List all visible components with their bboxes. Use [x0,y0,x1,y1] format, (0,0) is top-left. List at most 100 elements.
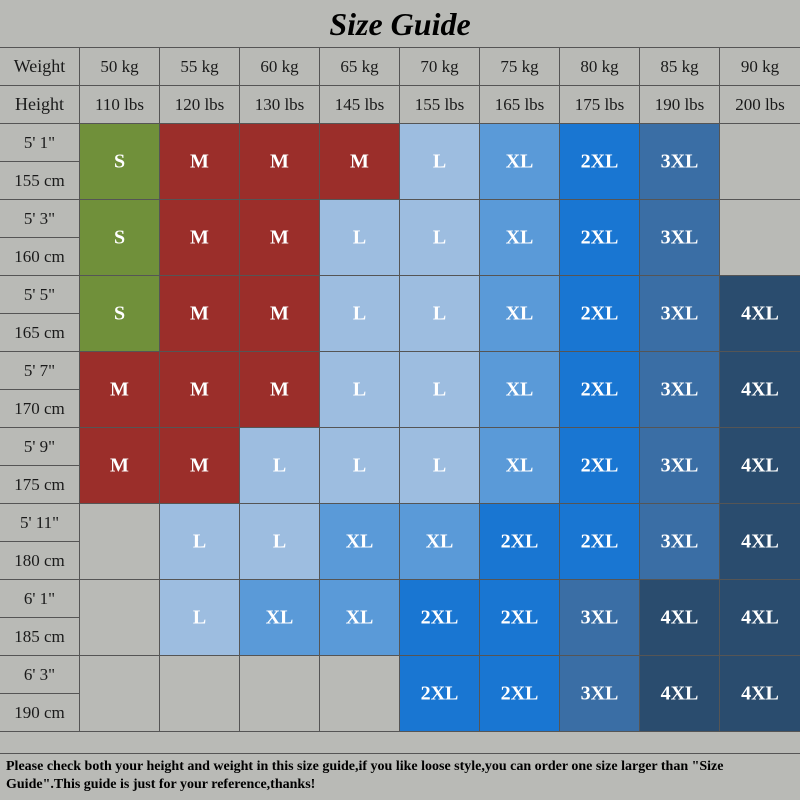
row-header-cm: 160 cm [0,238,80,276]
size-cell: L [320,200,400,238]
col-header-lbs: 165 lbs [480,86,560,124]
size-cell: 2XL [560,504,640,542]
col-header-kg: 75 kg [480,48,560,86]
row-header-ft: 5' 9" [0,428,80,466]
col-header-kg: 65 kg [320,48,400,86]
size-cell: XL [480,276,560,314]
row-header-cm: 185 cm [0,618,80,656]
col-header-lbs: 200 lbs [720,86,800,124]
size-cell [320,656,400,694]
size-cell: XL [240,580,320,618]
size-cell: 3XL [560,580,640,618]
row-header-cm: 170 cm [0,390,80,428]
col-header-kg: 85 kg [640,48,720,86]
size-cell [240,656,320,694]
size-cell: 2XL [400,580,480,618]
row-header-ft: 5' 3" [0,200,80,238]
row-header-cm: 165 cm [0,314,80,352]
size-cell: 4XL [720,656,800,694]
footer-note: Please check both your height and weight… [0,753,800,800]
size-cell [720,238,800,276]
size-cell: 2XL [560,428,640,466]
size-cell: 2XL [480,504,560,542]
row-header-ft: 5' 5" [0,276,80,314]
size-cell: 3XL [640,504,720,542]
size-cell: M [320,124,400,162]
size-cell: 4XL [720,580,800,618]
size-cell: XL [480,428,560,466]
size-cell: M [240,276,320,314]
col-header-kg: 55 kg [160,48,240,86]
size-cell: XL [480,352,560,390]
page-title: Size Guide [0,0,800,48]
size-cell [160,694,240,732]
size-cell: M [160,352,240,390]
row-header-cm: 155 cm [0,162,80,200]
size-cell: 3XL [640,276,720,314]
size-cell: M [160,428,240,466]
size-cell: 3XL [560,656,640,694]
row-header-ft: 6' 3" [0,656,80,694]
corner-height-label: Height [0,86,80,124]
size-cell: 3XL [640,352,720,390]
size-cell: L [160,504,240,542]
size-cell: XL [320,504,400,542]
size-cell: M [160,124,240,162]
size-cell: L [320,276,400,314]
row-header-ft: 6' 1" [0,580,80,618]
size-cell: 3XL [640,428,720,466]
col-header-lbs: 110 lbs [80,86,160,124]
size-cell: 4XL [640,580,720,618]
size-cell: L [400,200,480,238]
size-cell: M [240,200,320,238]
row-header-ft: 5' 11" [0,504,80,542]
size-cell [720,124,800,162]
corner-weight-label: Weight [0,48,80,86]
size-cell: S [80,276,160,314]
col-header-lbs: 155 lbs [400,86,480,124]
col-header-lbs: 120 lbs [160,86,240,124]
size-cell: 2XL [560,124,640,162]
size-cell [80,694,160,732]
size-cell: L [160,580,240,618]
size-cell: 4XL [720,352,800,390]
size-cell: L [320,352,400,390]
size-cell: 4XL [720,276,800,314]
size-cell: 4XL [720,428,800,466]
size-cell: 2XL [400,656,480,694]
row-header-cm: 175 cm [0,466,80,504]
size-cell: 2XL [480,656,560,694]
size-cell: S [80,124,160,162]
row-header-ft: 5' 7" [0,352,80,390]
size-cell: L [400,276,480,314]
col-header-kg: 90 kg [720,48,800,86]
size-cell: 2XL [560,200,640,238]
row-header-ft: 5' 1" [0,124,80,162]
size-cell: XL [320,580,400,618]
size-cell: M [160,276,240,314]
size-cell [720,200,800,238]
size-cell: 3XL [640,200,720,238]
size-cell: M [240,352,320,390]
col-header-kg: 70 kg [400,48,480,86]
col-header-kg: 80 kg [560,48,640,86]
size-cell [80,618,160,656]
size-cell: L [400,428,480,466]
size-cell: M [240,124,320,162]
size-cell: L [400,124,480,162]
size-cell [80,504,160,542]
size-cell [320,694,400,732]
size-cell: 4XL [720,504,800,542]
size-cell: XL [400,504,480,542]
col-header-lbs: 175 lbs [560,86,640,124]
size-cell: 3XL [640,124,720,162]
size-cell: L [240,428,320,466]
col-header-lbs: 190 lbs [640,86,720,124]
size-cell: M [160,200,240,238]
size-cell: L [320,428,400,466]
size-cell: L [400,352,480,390]
size-cell [160,656,240,694]
col-header-kg: 50 kg [80,48,160,86]
size-cell: 2XL [560,352,640,390]
size-cell: 2XL [560,276,640,314]
